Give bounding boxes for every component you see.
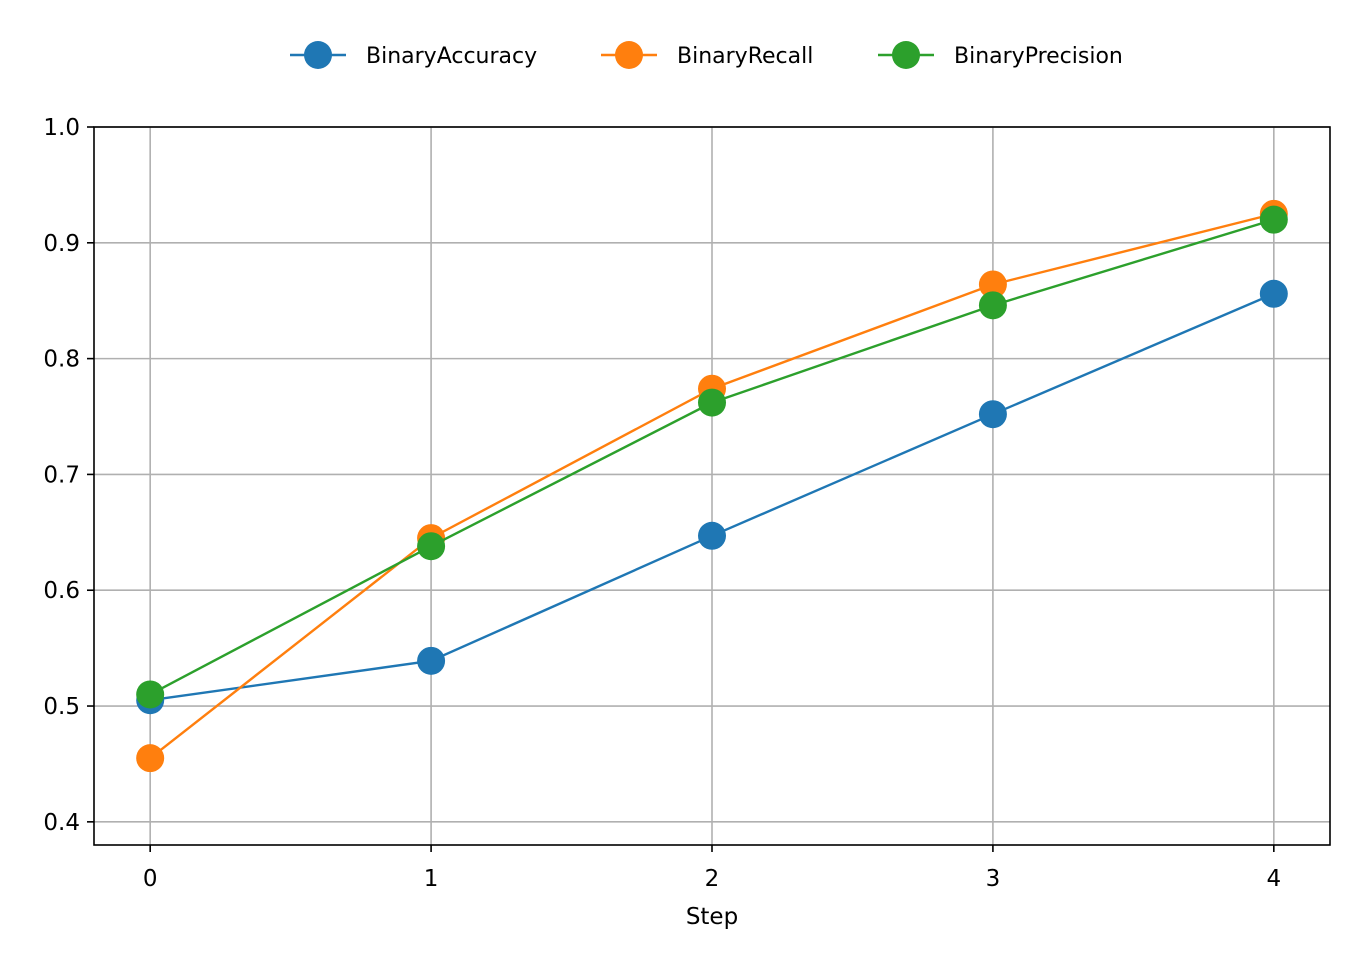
data-point <box>1259 279 1288 308</box>
legend-marker <box>615 41 643 69</box>
series-layer <box>136 199 1288 773</box>
series-BinaryPrecision <box>136 205 1288 709</box>
y-tick-label: 0.5 <box>43 694 80 720</box>
legend-label: BinaryAccuracy <box>366 44 537 69</box>
data-point <box>978 400 1007 429</box>
data-point <box>978 270 1007 299</box>
legend-marker <box>892 41 920 69</box>
data-point <box>698 388 726 417</box>
data-point <box>1259 205 1288 234</box>
data-point <box>417 646 446 675</box>
legend-marker <box>304 41 332 69</box>
x-tick-label: 4 <box>1266 866 1281 892</box>
x-tick-label: 3 <box>986 866 1001 892</box>
x-tick-label: 0 <box>143 866 158 892</box>
y-tick-label: 1.0 <box>43 115 80 141</box>
legend-item: BinaryRecall <box>601 41 813 69</box>
y-tick-label: 0.7 <box>43 462 80 488</box>
y-tick-label: 0.4 <box>43 810 80 836</box>
data-point <box>136 744 165 773</box>
legend-item: BinaryPrecision <box>878 41 1123 69</box>
y-tick-label: 0.6 <box>43 578 80 604</box>
x-tick-label: 1 <box>424 866 439 892</box>
legend: BinaryAccuracy BinaryRecall BinaryPrecisio… <box>290 41 1123 69</box>
y-tick-label: 0.8 <box>43 347 80 373</box>
legend-label: BinaryPrecision <box>954 44 1123 69</box>
legend-item: BinaryAccuracy <box>290 41 537 69</box>
ticks-layer: 0 1 2 3 4 0.4 0.5 0.6 0.7 0.8 0.9 1.0 <box>43 115 1281 892</box>
data-point <box>698 521 726 550</box>
x-tick-label: 2 <box>705 866 720 892</box>
x-axis-label: Step <box>686 904 738 930</box>
legend-label: BinaryRecall <box>677 44 813 69</box>
data-point <box>978 291 1007 320</box>
data-point <box>136 680 165 709</box>
y-tick-label: 0.9 <box>43 231 80 257</box>
grid-layer <box>94 126 1330 845</box>
data-point <box>417 532 446 561</box>
